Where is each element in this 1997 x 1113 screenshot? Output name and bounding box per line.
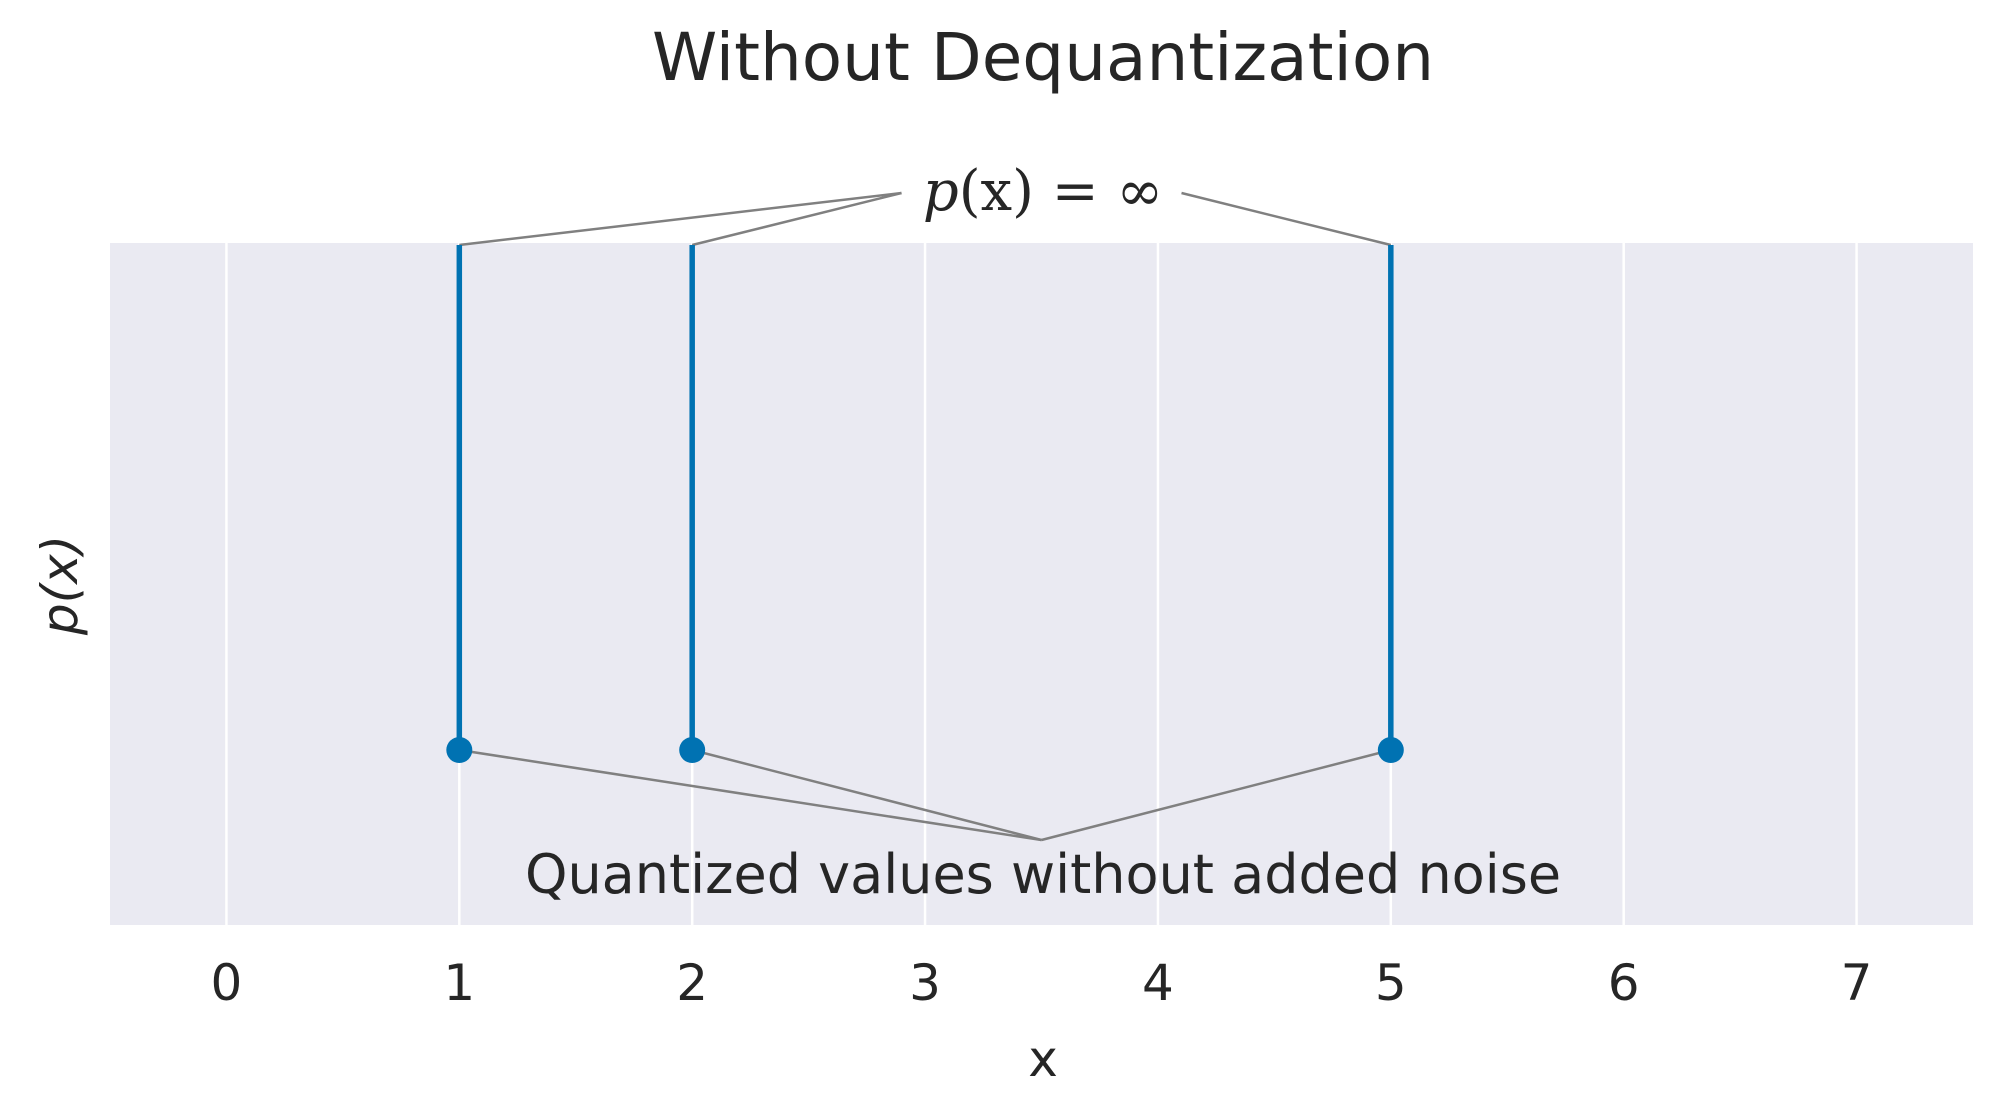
annotation-top-line bbox=[459, 191, 902, 247]
x-tick-label: 2 bbox=[676, 954, 708, 1012]
annotation-top-line bbox=[691, 191, 902, 247]
x-tick-label: 0 bbox=[211, 954, 243, 1012]
x-tick-label: 6 bbox=[1608, 954, 1640, 1012]
annotation-bottom-line bbox=[1041, 748, 1392, 842]
stem-marker bbox=[446, 737, 473, 763]
stem-marker bbox=[679, 737, 706, 763]
annotation-bottom-line bbox=[691, 748, 1042, 842]
annotation-bottom-line bbox=[459, 748, 1042, 842]
plot-area bbox=[110, 243, 1973, 925]
annotation-top-var: (x) bbox=[959, 159, 1034, 224]
x-tick-label: 4 bbox=[1142, 954, 1174, 1012]
annotation-top-line bbox=[1181, 191, 1392, 247]
chart-title: Without Dequantization bbox=[652, 19, 1434, 96]
x-tick-label: 5 bbox=[1375, 954, 1407, 1012]
annotation-lines bbox=[459, 191, 1392, 842]
x-tick-label: 7 bbox=[1841, 954, 1873, 1012]
stems bbox=[446, 245, 1404, 763]
x-tick-label: 1 bbox=[443, 954, 475, 1012]
x-axis-label: x bbox=[1028, 1030, 1058, 1088]
stem-marker bbox=[1377, 737, 1404, 763]
y-axis-label: p(x) bbox=[31, 535, 89, 636]
annotation-top-rest: = ∞ bbox=[1034, 159, 1163, 224]
annotation-bottom: Quantized values without added noise bbox=[525, 843, 1561, 906]
x-tick-label: 3 bbox=[909, 954, 941, 1012]
x-tick-labels: 0 1 2 3 4 5 6 7 bbox=[211, 954, 1873, 1012]
annotation-top-prefix: p bbox=[923, 159, 959, 224]
annotation-top: p(x) = ∞ bbox=[923, 159, 1163, 224]
